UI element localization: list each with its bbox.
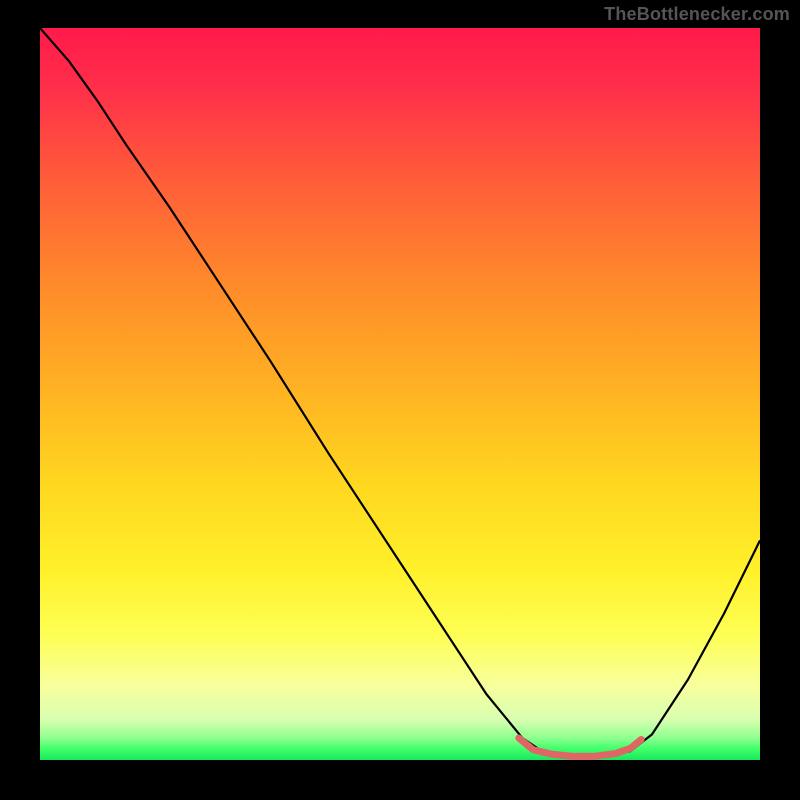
bottleneck-chart	[0, 0, 800, 800]
watermark-text: TheBottlenecker.com	[604, 4, 790, 25]
gradient-background	[40, 28, 760, 760]
chart-stage: TheBottlenecker.com	[0, 0, 800, 800]
